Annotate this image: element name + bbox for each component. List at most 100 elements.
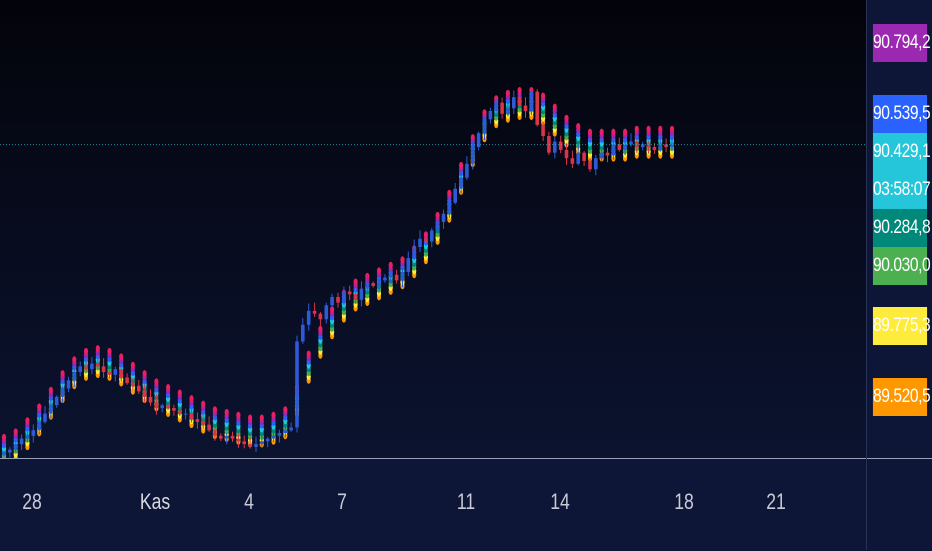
candle-body (465, 163, 469, 178)
ribbon-dot (669, 125, 675, 133)
candle-body (236, 438, 241, 442)
ribbon-dot (658, 125, 663, 133)
candle-body (582, 152, 586, 161)
time-tick-label: 7 (337, 489, 347, 514)
candle-body (265, 438, 270, 442)
candle-body (195, 419, 200, 422)
ribbon-dot (353, 278, 358, 286)
ribbon-dot (505, 89, 510, 97)
candle-body (72, 372, 77, 381)
candle-body (670, 144, 674, 148)
candle-body (213, 430, 217, 436)
ribbon-dot (318, 325, 323, 333)
candle-body (154, 402, 159, 409)
time-tick-label: Kas (139, 489, 171, 514)
ribbon-dot (236, 411, 241, 419)
candle-body (529, 91, 534, 111)
ribbon-dot (142, 370, 147, 377)
ribbon-dot (541, 92, 546, 100)
candle-body (383, 277, 387, 281)
ribbon-dot (25, 417, 30, 425)
price-label: 89.775,3 (872, 307, 931, 346)
ribbon-dot (154, 378, 159, 386)
ribbon-dot (587, 128, 593, 136)
candle-body (166, 405, 170, 409)
candle-body (400, 272, 405, 281)
candle-body (283, 430, 288, 433)
price-label: 90.794,2 (872, 24, 931, 63)
ribbon-dot (60, 370, 65, 377)
ribbon-dot (259, 414, 264, 422)
time-axis[interactable]: 28 Kas 4 7 11 14 18 21 (0, 458, 932, 551)
time-tick-label: 4 (244, 489, 254, 514)
price-label: 90.429,1 (872, 132, 931, 171)
candle-body (13, 444, 18, 450)
candle-body (500, 102, 504, 114)
candle-body (664, 144, 668, 148)
candle-body (459, 177, 463, 189)
candle-body (201, 421, 205, 425)
candle-body (599, 152, 604, 159)
candle-body (347, 291, 352, 295)
candle-body (482, 119, 487, 134)
candle-body (330, 297, 334, 306)
ribbon-dot (482, 109, 487, 116)
ribbon-dot (248, 414, 253, 422)
price-label: 90.030,0 (872, 246, 931, 285)
candle-body (424, 238, 428, 242)
ribbon-dot (107, 347, 112, 355)
ribbon-dot (283, 406, 288, 413)
candle-body (430, 230, 434, 242)
candle-body (535, 91, 539, 125)
chart-area[interactable] (0, 0, 866, 458)
ribbon-dot (306, 350, 311, 358)
candle-body (494, 102, 498, 111)
candle-body (640, 144, 645, 148)
candle-body (19, 438, 24, 445)
ribbon-dot (1, 433, 7, 441)
candle-body (541, 124, 545, 136)
price-label: 89.520,5 (872, 377, 931, 416)
ribbon-dot (189, 395, 194, 402)
ribbon-dot (423, 231, 428, 239)
candle-body (306, 310, 311, 325)
candle-body (471, 147, 475, 164)
candle-body (183, 413, 188, 415)
ribbon-dot (459, 161, 464, 169)
candle-body (101, 366, 106, 372)
candle-body (295, 341, 299, 428)
ribbon-dot (576, 123, 581, 130)
price-chart[interactable] (0, 0, 866, 458)
ribbon-dot (166, 384, 171, 391)
axis-corner (866, 458, 867, 550)
candle-body (523, 105, 528, 112)
countdown-label: 03:58:07 (872, 170, 931, 209)
candle-body (84, 366, 88, 370)
candle-body (260, 441, 264, 445)
candle-body (617, 144, 622, 150)
time-tick-label: 21 (766, 489, 786, 514)
candle-body (119, 369, 123, 378)
candle-body (547, 136, 551, 153)
ribbon-dot (435, 211, 440, 219)
candle-body (66, 380, 71, 389)
candle-body (60, 388, 65, 397)
candle-body (605, 152, 610, 156)
time-tick-label: 14 (550, 489, 570, 514)
time-tick-label: 11 (456, 489, 476, 514)
candle-body (219, 435, 223, 439)
candle-body (178, 410, 182, 414)
candle-body (78, 366, 82, 372)
candle-body (658, 144, 663, 150)
price-axis[interactable]: 90.794,2 90.539,5 90.429,1 03:58:07 90.284,8… (866, 0, 932, 458)
candle-body (8, 449, 12, 453)
ribbon-dot (271, 411, 276, 419)
candle-body (224, 435, 229, 439)
ribbon-dot (130, 361, 135, 369)
candle-body (517, 97, 522, 106)
candle-body (301, 324, 305, 342)
ribbon-dot (83, 347, 89, 355)
candle-body (611, 144, 616, 156)
candle-body (594, 158, 598, 170)
candle-body (49, 405, 53, 414)
